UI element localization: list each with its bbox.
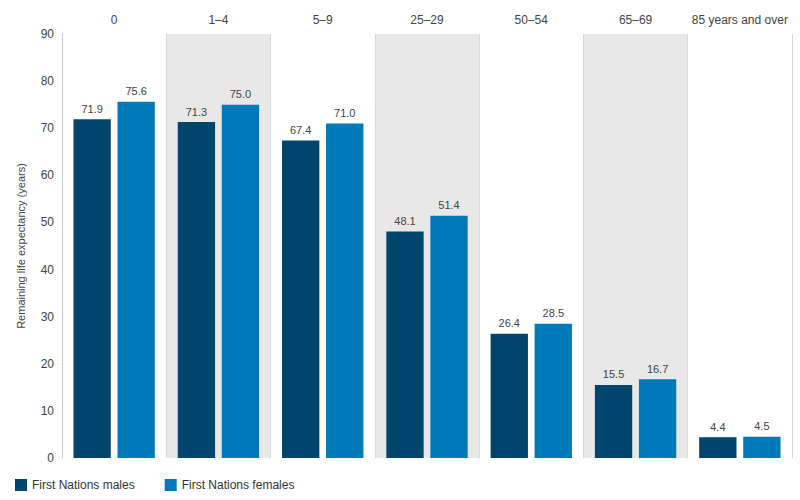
svg-text:30: 30 — [41, 310, 55, 324]
svg-text:25–29: 25–29 — [410, 13, 444, 27]
svg-text:4.5: 4.5 — [754, 420, 769, 432]
svg-text:5–9: 5–9 — [313, 13, 333, 27]
svg-text:First Nations females: First Nations females — [182, 478, 295, 492]
svg-text:65–69: 65–69 — [619, 13, 653, 27]
svg-text:0: 0 — [111, 13, 118, 27]
svg-text:50: 50 — [41, 215, 55, 229]
svg-text:4.4: 4.4 — [710, 421, 725, 433]
svg-text:75.0: 75.0 — [230, 88, 251, 100]
svg-text:75.6: 75.6 — [125, 85, 146, 97]
svg-text:First Nations males: First Nations males — [32, 478, 135, 492]
svg-text:20: 20 — [41, 357, 55, 371]
svg-text:71.9: 71.9 — [81, 103, 102, 115]
svg-text:26.4: 26.4 — [499, 317, 520, 329]
svg-text:80: 80 — [41, 74, 55, 88]
svg-text:71.3: 71.3 — [186, 106, 207, 118]
svg-text:15.5: 15.5 — [603, 368, 624, 380]
svg-text:50–54: 50–54 — [515, 13, 549, 27]
svg-text:70: 70 — [41, 121, 55, 135]
svg-text:71.0: 71.0 — [334, 107, 355, 119]
svg-text:67.4: 67.4 — [290, 124, 311, 136]
svg-text:16.7: 16.7 — [647, 363, 668, 375]
svg-text:1–4: 1–4 — [208, 13, 228, 27]
svg-text:51.4: 51.4 — [438, 199, 459, 211]
svg-text:Remaining life expectancy (yea: Remaining life expectancy (years) — [15, 163, 27, 329]
svg-text:10: 10 — [41, 404, 55, 418]
svg-text:0: 0 — [47, 451, 54, 465]
svg-text:40: 40 — [41, 263, 55, 277]
svg-text:28.5: 28.5 — [543, 307, 564, 319]
svg-text:90: 90 — [41, 27, 55, 41]
svg-text:85 years and over: 85 years and over — [692, 13, 788, 27]
svg-text:60: 60 — [41, 168, 55, 182]
svg-text:48.1: 48.1 — [394, 215, 415, 227]
